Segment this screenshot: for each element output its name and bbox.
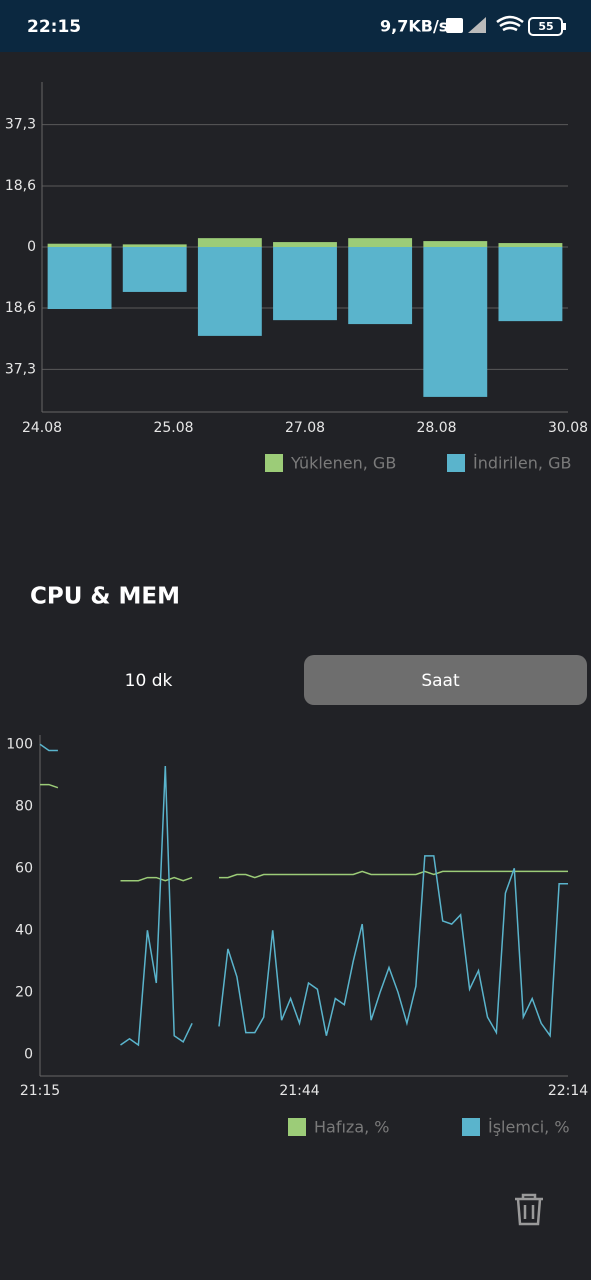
bar [273, 247, 337, 321]
x-tick-label: 21:15 [20, 1083, 60, 1099]
legend-swatch [265, 454, 283, 472]
y-tick-label: 37,3 [5, 117, 36, 133]
legend-swatch [447, 454, 465, 472]
y-tick-label: 60 [15, 860, 33, 876]
bar [47, 243, 112, 247]
x-tick-label: 22:14 [548, 1083, 588, 1099]
x-tick-label: 27.08 [285, 420, 325, 436]
status-time: 22:15 [27, 17, 81, 37]
bar [197, 238, 262, 247]
tabs: 10 dk Saat [125, 655, 587, 705]
legend-swatch [288, 1118, 306, 1136]
bar [348, 238, 413, 247]
bar [122, 244, 187, 247]
y-tick-label: 20 [15, 984, 33, 1000]
y-tick-label: 18,6 [5, 178, 36, 194]
bar [498, 247, 563, 322]
y-tick-label: 0 [24, 1046, 33, 1062]
signal-icons [446, 15, 566, 36]
bar [47, 247, 112, 309]
line-series [40, 783, 568, 882]
y-tick-label: 100 [6, 736, 33, 752]
y-tick-label: 18,6 [5, 300, 36, 316]
legend-label: Hafıza, % [314, 1118, 390, 1137]
bar [498, 243, 563, 247]
status-speed: 9,7KB/s [380, 17, 448, 36]
bar [122, 247, 187, 292]
y-tick-label: 40 [15, 922, 33, 938]
bar [197, 247, 262, 336]
battery-level: 55 [538, 20, 553, 33]
charts: 37,3 18,6 0 18,6 37,3 24.08 25.08 27.08 28.08 30.… [5, 82, 588, 1137]
x-tick-label: 30.08 [548, 420, 588, 436]
x-tick-label: 21:44 [279, 1083, 319, 1099]
x-tick-label: 28.08 [416, 420, 456, 436]
line-series [39, 743, 568, 1047]
x-tick-label: 24.08 [22, 420, 62, 436]
y-tick-label: 37,3 [5, 361, 36, 377]
status-bar [0, 0, 591, 52]
legend-swatch [462, 1118, 480, 1136]
bar [423, 241, 488, 247]
tab-label[interactable]: 10 dk [125, 671, 173, 691]
bar [348, 247, 413, 325]
bar [273, 242, 337, 247]
delete-button[interactable] [515, 1193, 543, 1226]
bar [423, 247, 488, 397]
tab-label[interactable]: Saat [421, 671, 460, 691]
section-title: CPU & MEM [30, 584, 180, 610]
legend-label: İndirilen, GB [473, 454, 571, 473]
legend-label: İşlemci, % [488, 1118, 570, 1137]
y-tick-label: 0 [27, 239, 36, 255]
tab-selected-bg[interactable] [304, 655, 587, 705]
y-tick-label: 80 [15, 798, 33, 814]
legend-label: Yüklenen, GB [290, 454, 396, 473]
x-tick-label: 25.08 [153, 420, 193, 436]
